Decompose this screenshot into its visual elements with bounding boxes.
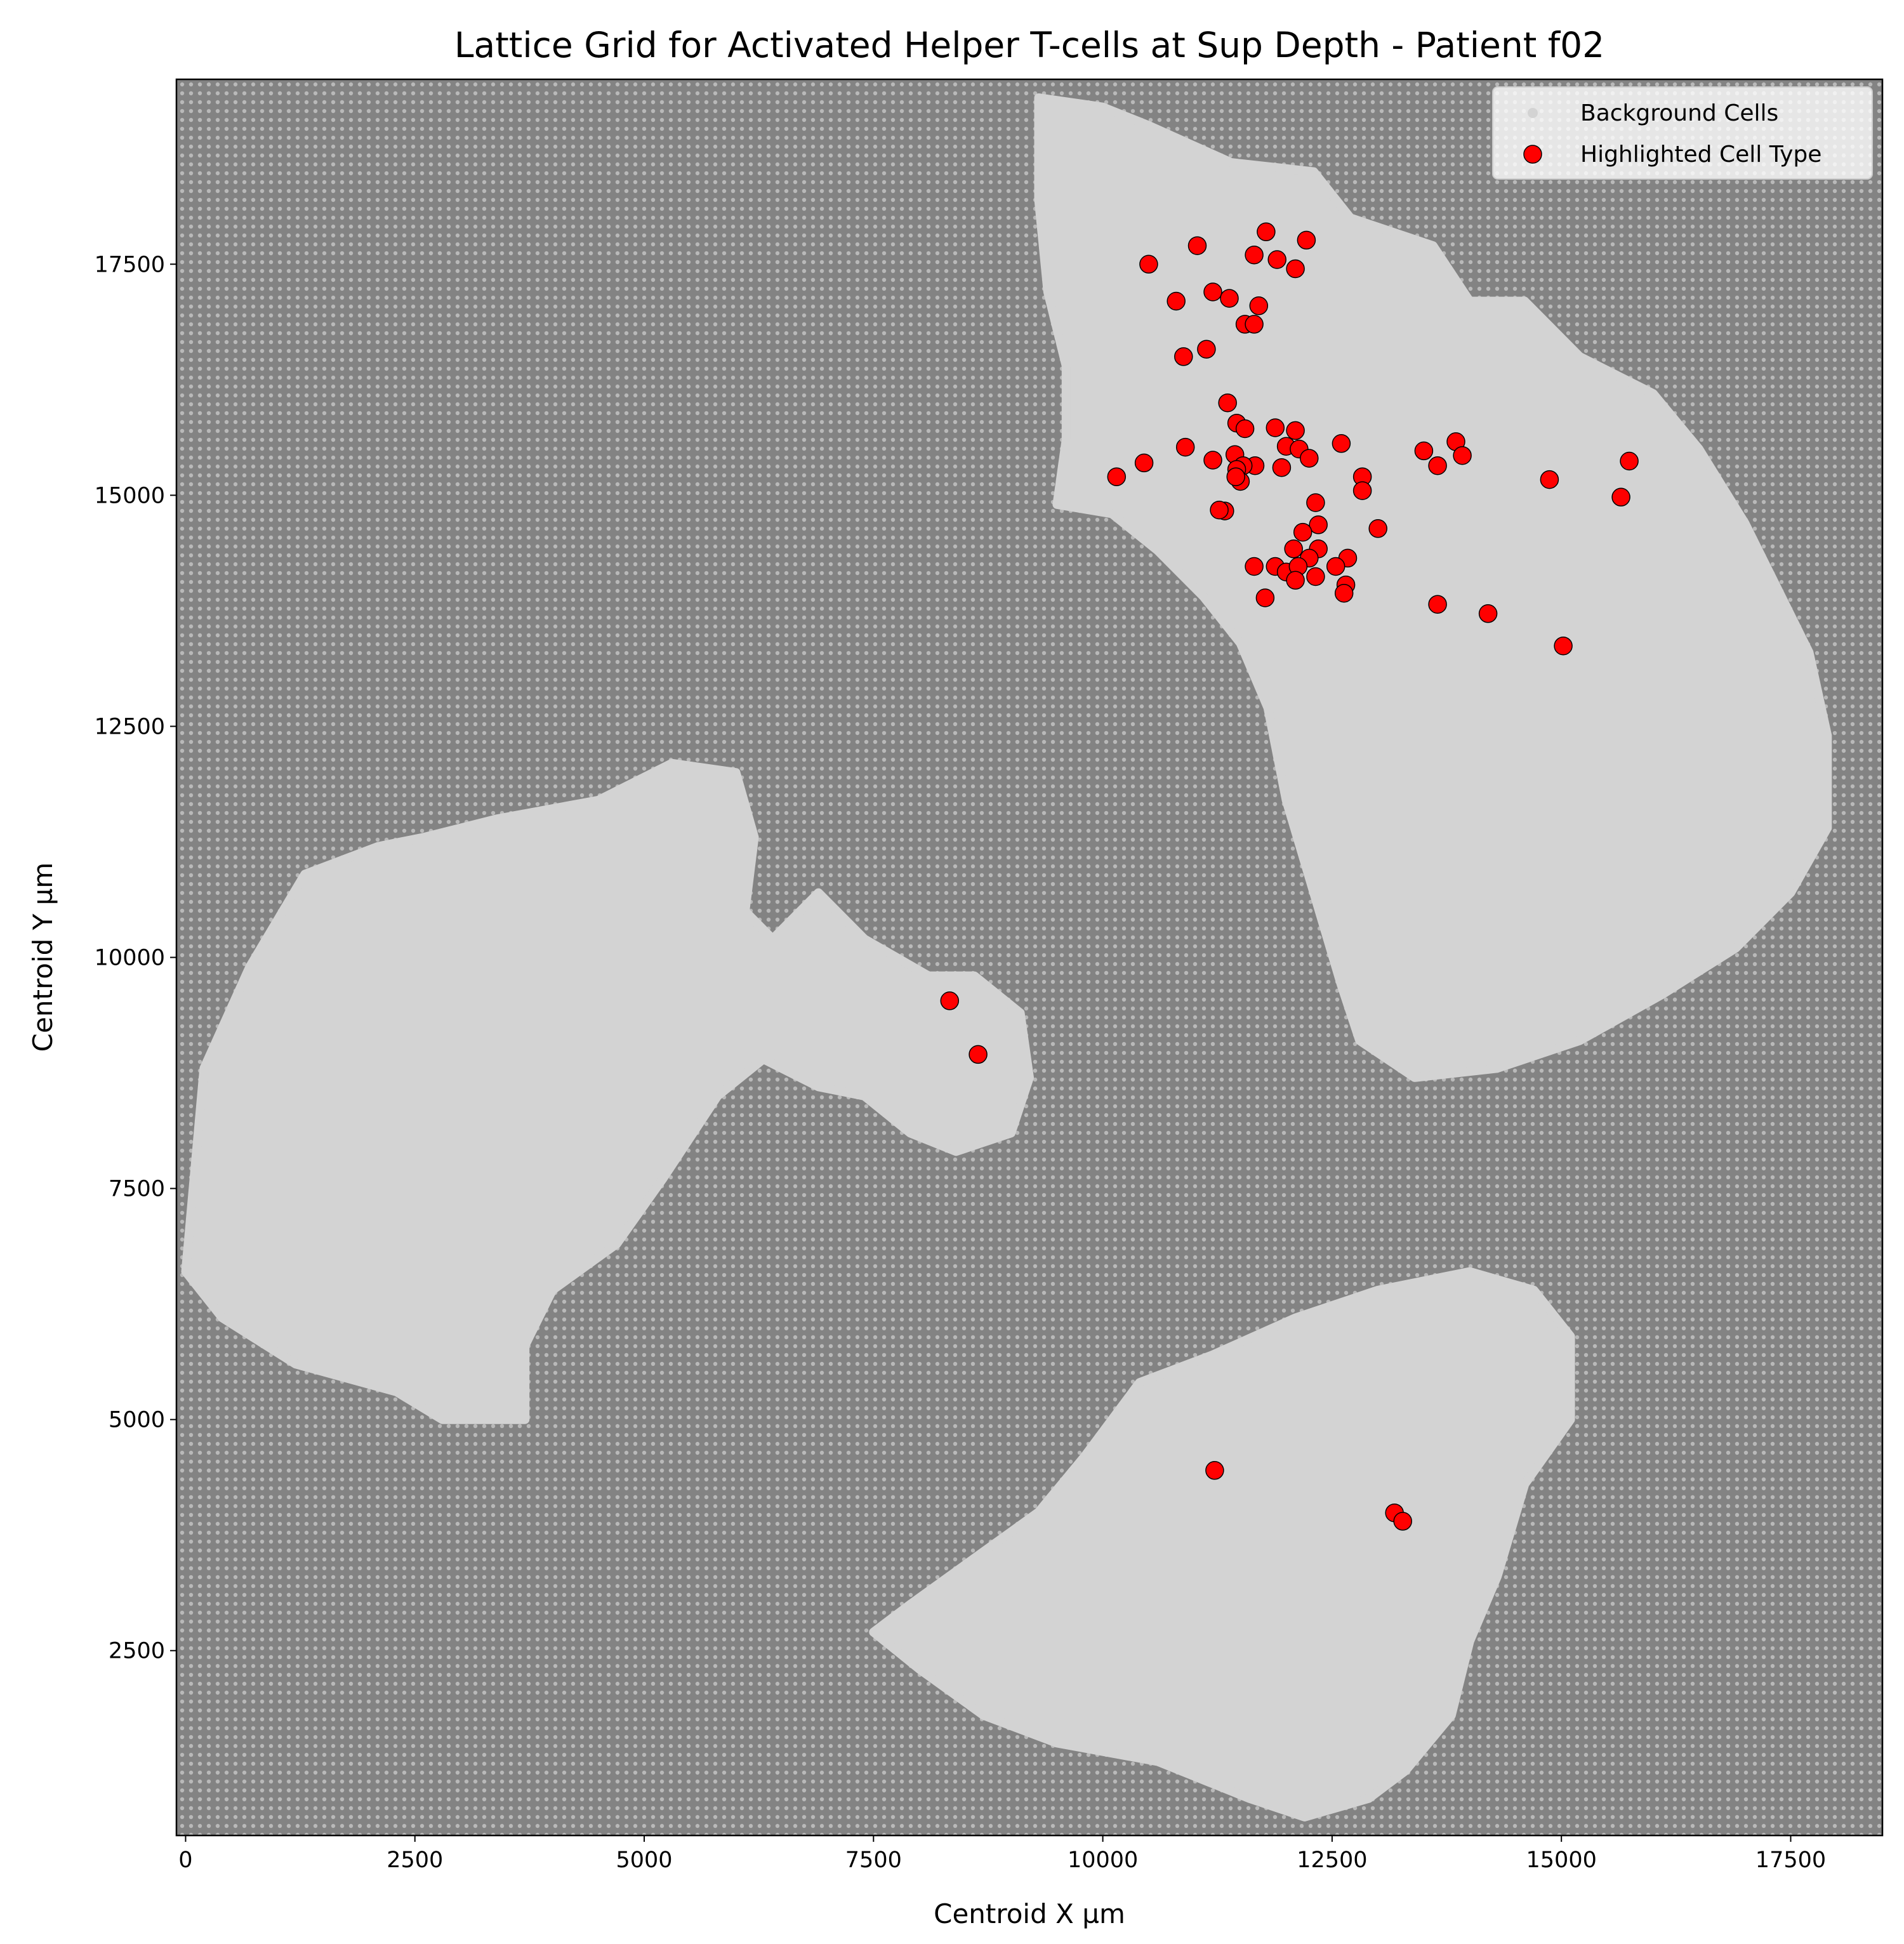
highlighted-point <box>1334 583 1354 603</box>
highlighted-point <box>1309 515 1328 534</box>
plot-area <box>176 79 1882 1835</box>
y-axis-label: Centroid Y µm <box>27 863 58 1052</box>
highlighted-point <box>1197 340 1216 359</box>
highlighted-point <box>1620 451 1639 471</box>
y-tick-label: 10000 <box>95 946 165 971</box>
highlighted-point <box>1293 522 1312 542</box>
highlighted-point <box>1174 347 1193 366</box>
highlighted-point <box>1245 557 1264 576</box>
background-region-1 <box>181 758 1034 1424</box>
highlighted-point <box>1220 289 1239 308</box>
x-tick-label: 12500 <box>1297 1848 1367 1873</box>
highlighted-point <box>1297 230 1316 250</box>
background-region-2 <box>1034 93 1832 1082</box>
x-tick-label: 2500 <box>387 1848 443 1873</box>
highlighted-point <box>1267 250 1286 269</box>
highlighted-points-layer <box>940 222 1639 1531</box>
highlighted-point <box>1286 571 1305 590</box>
highlighted-point <box>1352 481 1372 500</box>
highlighted-point <box>1203 451 1222 470</box>
x-tick-label: 15000 <box>1526 1848 1597 1873</box>
highlighted-point <box>969 1045 988 1064</box>
highlighted-point <box>1257 222 1276 242</box>
highlighted-point <box>1226 467 1245 486</box>
highlighted-point <box>1393 1512 1412 1531</box>
highlighted-point <box>1428 595 1447 614</box>
highlighted-point <box>1167 291 1186 311</box>
y-tick-label: 12500 <box>95 714 165 739</box>
legend-marker-highlighted <box>1523 145 1542 164</box>
highlighted-point <box>1249 296 1269 315</box>
y-tick-label: 2500 <box>109 1639 165 1664</box>
x-tick-label: 10000 <box>1068 1848 1138 1873</box>
highlighted-point <box>1300 449 1319 468</box>
highlighted-point <box>1332 434 1351 453</box>
highlighted-point <box>1235 419 1255 439</box>
y-tick-label: 5000 <box>109 1408 165 1433</box>
legend-label-background: Background Cells <box>1580 100 1778 126</box>
highlighted-point <box>1286 259 1305 279</box>
highlighted-point <box>1134 453 1154 473</box>
highlighted-point <box>1272 458 1292 477</box>
legend-marker-background <box>1528 108 1538 118</box>
highlighted-point <box>1368 519 1387 538</box>
x-tick-label: 5000 <box>616 1848 672 1873</box>
x-tick-label: 7500 <box>845 1848 902 1873</box>
highlighted-point <box>1611 487 1630 507</box>
highlighted-point <box>1306 493 1325 512</box>
legend: Background Cells Highlighted Cell Type <box>1492 86 1873 180</box>
highlighted-point <box>1326 557 1345 576</box>
x-axis-ticks: 0 2500 5000 7500 10000 12500 15000 17500 <box>178 1835 1826 1873</box>
highlighted-point <box>1284 539 1303 559</box>
highlighted-point <box>1107 467 1127 486</box>
x-axis-label: Centroid X µm <box>934 1898 1125 1929</box>
highlighted-point <box>1554 636 1573 656</box>
highlighted-point <box>1218 393 1237 413</box>
highlighted-point <box>1205 1461 1224 1480</box>
y-tick-label: 7500 <box>109 1177 165 1202</box>
background-region-3 <box>869 1267 1575 1822</box>
highlighted-point <box>1414 441 1434 461</box>
y-tick-label: 15000 <box>95 483 165 508</box>
legend-box <box>1492 86 1873 180</box>
highlighted-point <box>1453 446 1472 465</box>
x-tick-label: 0 <box>178 1848 192 1873</box>
highlighted-point <box>1286 421 1305 440</box>
highlighted-point <box>1210 500 1229 520</box>
highlighted-point <box>1306 567 1325 586</box>
highlighted-point <box>1428 456 1447 475</box>
highlighted-point <box>1255 588 1275 607</box>
chart-title: Lattice Grid for Activated Helper T-cell… <box>454 25 1604 65</box>
highlighted-point <box>1540 470 1559 489</box>
highlighted-point <box>1266 418 1285 437</box>
highlighted-point <box>1187 236 1207 255</box>
highlighted-point <box>940 991 960 1010</box>
highlighted-point <box>1139 255 1158 274</box>
highlighted-point <box>1203 282 1222 301</box>
y-axis-ticks: 2500 5000 7500 10000 12500 15000 17500 <box>95 252 176 1664</box>
highlighted-point <box>1478 604 1498 623</box>
highlighted-point <box>1245 315 1264 334</box>
highlighted-point <box>1245 245 1264 265</box>
legend-label-highlighted: Highlighted Cell Type <box>1580 142 1821 168</box>
x-tick-label: 17500 <box>1755 1848 1826 1873</box>
background-cells-layer <box>181 93 1832 1822</box>
y-tick-label: 17500 <box>95 252 165 277</box>
highlighted-point <box>1175 437 1195 457</box>
